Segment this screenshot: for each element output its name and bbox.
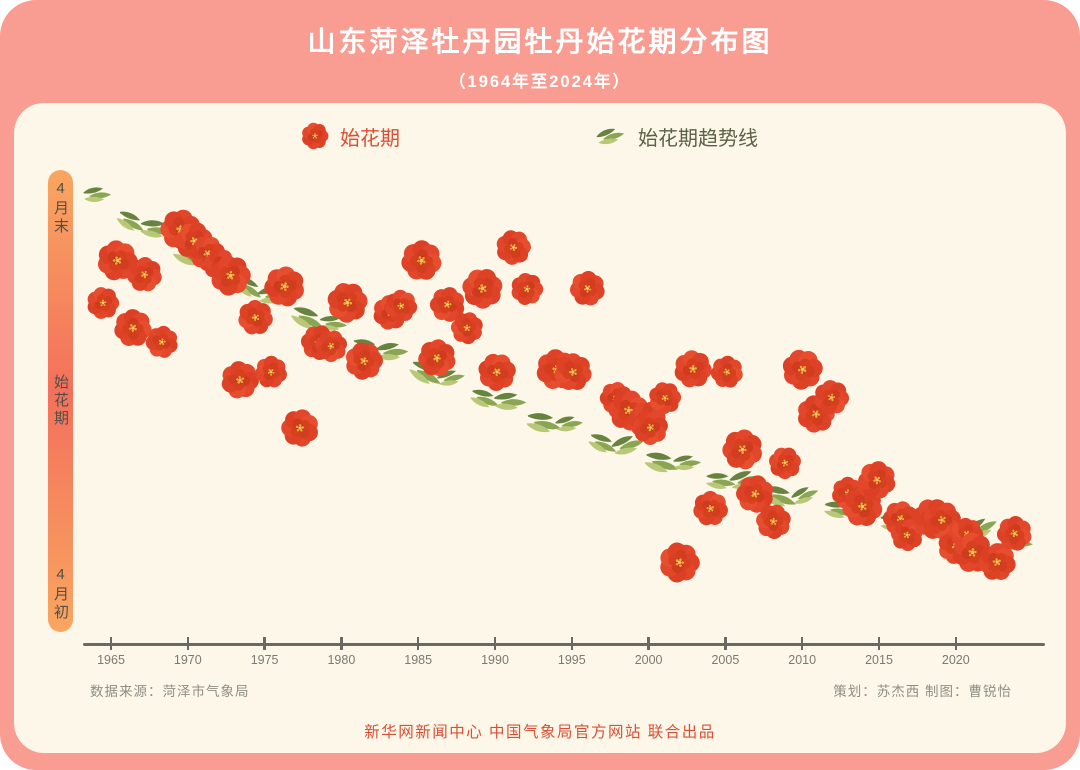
trend-leaf: [79, 181, 117, 209]
trend-leaf: [552, 412, 588, 438]
x-axis-tick-label: 2015: [865, 653, 893, 667]
y-axis-gradient-bar: 4月末 始花期 4月初: [48, 170, 73, 632]
x-axis-tick: [109, 636, 113, 650]
x-axis-tick-label: 2005: [711, 653, 740, 667]
trend-leaf: [787, 481, 824, 508]
x-axis-line: [83, 643, 1045, 646]
x-axis-tick: [954, 636, 958, 650]
x-axis-tick: [877, 636, 881, 650]
legend-flowering-label: 始花期: [340, 127, 400, 150]
x-axis-tick: [186, 636, 190, 650]
flower-marker: [275, 403, 325, 453]
legend-item-flowering: 始花期: [300, 119, 400, 153]
y-axis-top-label: 4月末: [52, 180, 69, 236]
credit-note: 策划：苏杰西 制图：曹锐怡: [833, 684, 1012, 699]
x-axis-tick: [416, 636, 420, 650]
x-axis-tick-label: 1965: [97, 653, 125, 667]
legend-trend-label: 始花期趋势线: [638, 127, 758, 150]
x-axis-tick-label: 1980: [327, 653, 356, 667]
page-title: 山东菏泽牡丹园牡丹始花期分布图: [307, 26, 773, 57]
flower-marker: [560, 262, 614, 316]
x-axis-tick-label: 2020: [941, 653, 970, 667]
flower-marker: [764, 441, 807, 484]
x-axis-tick: [647, 636, 650, 650]
data-source-note: 数据来源：菏泽市气象局: [90, 684, 250, 699]
flower-marker: [491, 225, 536, 270]
flower-marker: [503, 265, 551, 313]
y-axis-bottom-label: 4月初: [52, 566, 69, 622]
x-axis-tick-label: 2010: [788, 653, 817, 667]
x-axis-tick-label: 1985: [404, 653, 433, 667]
x-axis-tick: [263, 636, 266, 650]
x-axis-tick: [724, 636, 727, 650]
x-axis-tick: [570, 636, 574, 650]
flower-marker: [122, 252, 167, 297]
x-axis-tick-label: 1970: [173, 653, 202, 667]
legend-item-trend: 始花期趋势线: [595, 119, 758, 153]
x-axis-tick: [493, 636, 497, 650]
flower-marker: [648, 531, 711, 594]
flower-marker: [391, 230, 452, 291]
page-subtitle: （1964年至2024年）: [449, 73, 631, 91]
x-axis-tick-label: 1990: [481, 653, 509, 667]
x-axis-tick: [340, 636, 343, 650]
x-axis-tick-label: 1975: [250, 653, 279, 667]
x-axis-tick-label: 2000: [634, 653, 663, 667]
flower-marker: [552, 351, 594, 393]
x-axis-tick-label: 1995: [557, 653, 586, 667]
x-axis-tick: [800, 636, 804, 650]
flower-marker: [455, 261, 510, 316]
producer-note: 新华网新闻中心 中国气象局官方网站 联合出品: [364, 724, 716, 741]
y-axis-title: 始花期: [52, 374, 69, 428]
